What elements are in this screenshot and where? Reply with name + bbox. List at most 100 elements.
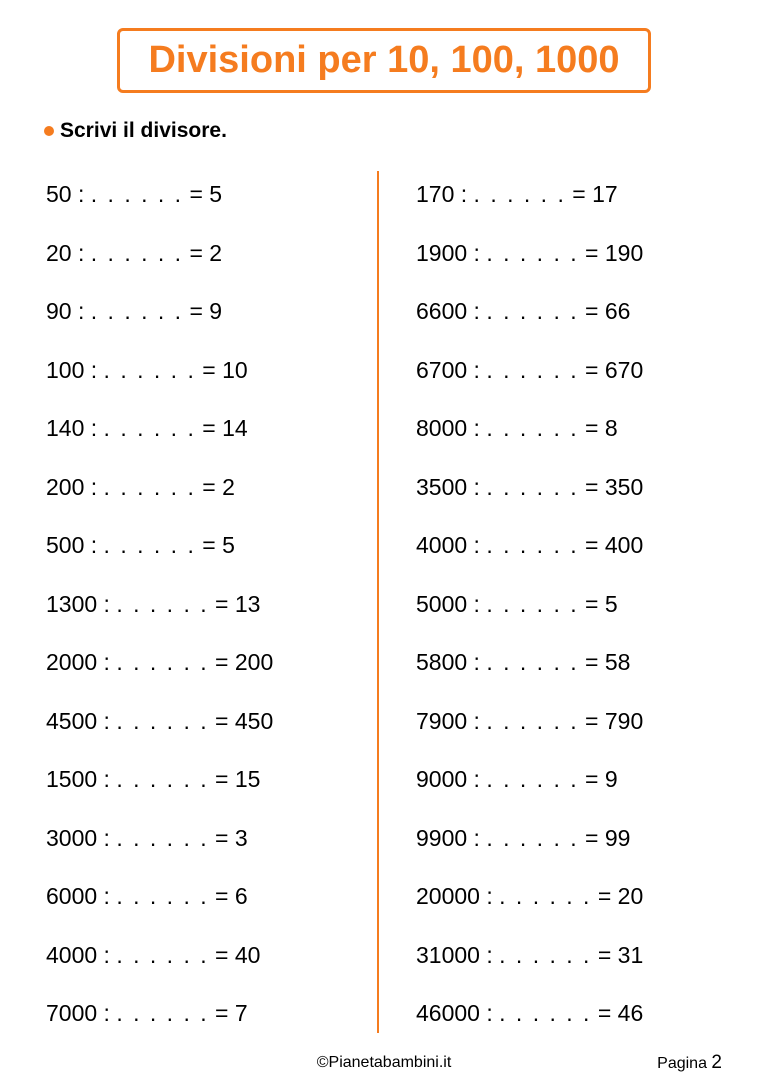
divisor-blank[interactable]: . . . . . . [486,240,578,266]
dividend: 20000 [416,883,480,909]
divisor-blank[interactable]: . . . . . . [116,649,208,675]
dividend: 20 [46,240,72,266]
divisor-blank[interactable]: . . . . . . [116,766,208,792]
dividend: 170 [416,181,454,207]
problem-row: 1300 : . . . . . . = 13 [46,591,352,618]
divisor-blank[interactable]: . . . . . . [486,298,578,324]
divisor-blank[interactable]: . . . . . . [499,942,591,968]
divisor-blank[interactable]: . . . . . . [486,825,578,851]
divisor-blank[interactable]: . . . . . . [104,532,196,558]
quotient: 200 [235,649,273,675]
problem-row: 20000 : . . . . . . = 20 [416,883,722,910]
dividend: 3000 [46,825,97,851]
dividend: 9900 [416,825,467,851]
divisor-blank[interactable]: . . . . . . [499,1000,591,1026]
problem-row: 4500 : . . . . . . = 450 [46,708,352,735]
problem-row: 9000 : . . . . . . = 9 [416,766,722,793]
problem-row: 5800 : . . . . . . = 58 [416,649,722,676]
problem-row: 2000 : . . . . . . = 200 [46,649,352,676]
problem-row: 46000 : . . . . . . = 46 [416,1000,722,1027]
problem-row: 200 : . . . . . . = 2 [46,474,352,501]
divisor-blank[interactable]: . . . . . . [499,883,591,909]
divisor-blank[interactable]: . . . . . . [116,942,208,968]
quotient: 10 [222,357,248,383]
divisor-blank[interactable]: . . . . . . [486,649,578,675]
problem-row: 90 : . . . . . . = 9 [46,298,352,325]
dividend: 5000 [416,591,467,617]
divisor-blank[interactable]: . . . . . . [486,766,578,792]
quotient: 670 [605,357,643,383]
dividend: 31000 [416,942,480,968]
dividend: 46000 [416,1000,480,1026]
dividend: 9000 [416,766,467,792]
footer: ©Pianetabambini.it Pagina 2 [0,1054,768,1072]
quotient: 40 [235,942,261,968]
quotient: 14 [222,415,248,441]
divisor-blank[interactable]: . . . . . . [486,415,578,441]
quotient: 31 [618,942,644,968]
dividend: 8000 [416,415,467,441]
divisor-blank[interactable]: . . . . . . [116,825,208,851]
quotient: 2 [209,240,222,266]
divisor-blank[interactable]: . . . . . . [91,298,183,324]
quotient: 3 [235,825,248,851]
quotient: 20 [618,883,644,909]
problem-row: 31000 : . . . . . . = 31 [416,942,722,969]
problem-row: 6700 : . . . . . . = 670 [416,357,722,384]
dividend: 1500 [46,766,97,792]
divisor-blank[interactable]: . . . . . . [116,708,208,734]
divisor-blank[interactable]: . . . . . . [486,474,578,500]
left-column: 50 : . . . . . . = 520 : . . . . . . = 2… [46,181,380,1027]
dividend: 4000 [416,532,467,558]
quotient: 99 [605,825,631,851]
problem-row: 9900 : . . . . . . = 99 [416,825,722,852]
quotient: 15 [235,766,261,792]
divisor-blank[interactable]: . . . . . . [474,181,566,207]
dividend: 6600 [416,298,467,324]
dividend: 500 [46,532,84,558]
divisor-blank[interactable]: . . . . . . [486,532,578,558]
quotient: 2 [222,474,235,500]
quotient: 17 [592,181,618,207]
quotient: 790 [605,708,643,734]
divisor-blank[interactable]: . . . . . . [91,240,183,266]
divisor-blank[interactable]: . . . . . . [486,708,578,734]
instruction-text: Scrivi il divisore. [60,119,227,142]
dividend: 6000 [46,883,97,909]
divisor-blank[interactable]: . . . . . . [116,883,208,909]
title-box: Divisioni per 10, 100, 1000 [117,28,650,93]
divisor-blank[interactable]: . . . . . . [104,474,196,500]
divisor-blank[interactable]: . . . . . . [116,1000,208,1026]
quotient: 5 [209,181,222,207]
dividend: 1300 [46,591,97,617]
problem-row: 20 : . . . . . . = 2 [46,240,352,267]
divisor-blank[interactable]: . . . . . . [486,591,578,617]
dividend: 100 [46,357,84,383]
quotient: 5 [222,532,235,558]
divisor-blank[interactable]: . . . . . . [104,357,196,383]
page-label-text: Pagina [657,1055,707,1072]
dividend: 7900 [416,708,467,734]
divisor-blank[interactable]: . . . . . . [91,181,183,207]
problem-row: 7900 : . . . . . . = 790 [416,708,722,735]
problem-row: 6000 : . . . . . . = 6 [46,883,352,910]
problem-row: 4000 : . . . . . . = 400 [416,532,722,559]
divisor-blank[interactable]: . . . . . . [104,415,196,441]
divisor-blank[interactable]: . . . . . . [486,357,578,383]
quotient: 6 [235,883,248,909]
dividend: 4500 [46,708,97,734]
problem-row: 6600 : . . . . . . = 66 [416,298,722,325]
quotient: 46 [618,1000,644,1026]
dividend: 6700 [416,357,467,383]
divisor-blank[interactable]: . . . . . . [116,591,208,617]
bullet-icon [44,126,54,136]
quotient: 13 [235,591,261,617]
problem-row: 100 : . . . . . . = 10 [46,357,352,384]
dividend: 200 [46,474,84,500]
quotient: 400 [605,532,643,558]
problem-row: 7000 : . . . . . . = 7 [46,1000,352,1027]
problem-row: 1900 : . . . . . . = 190 [416,240,722,267]
problem-row: 4000 : . . . . . . = 40 [46,942,352,969]
problem-row: 500 : . . . . . . = 5 [46,532,352,559]
dividend: 90 [46,298,72,324]
